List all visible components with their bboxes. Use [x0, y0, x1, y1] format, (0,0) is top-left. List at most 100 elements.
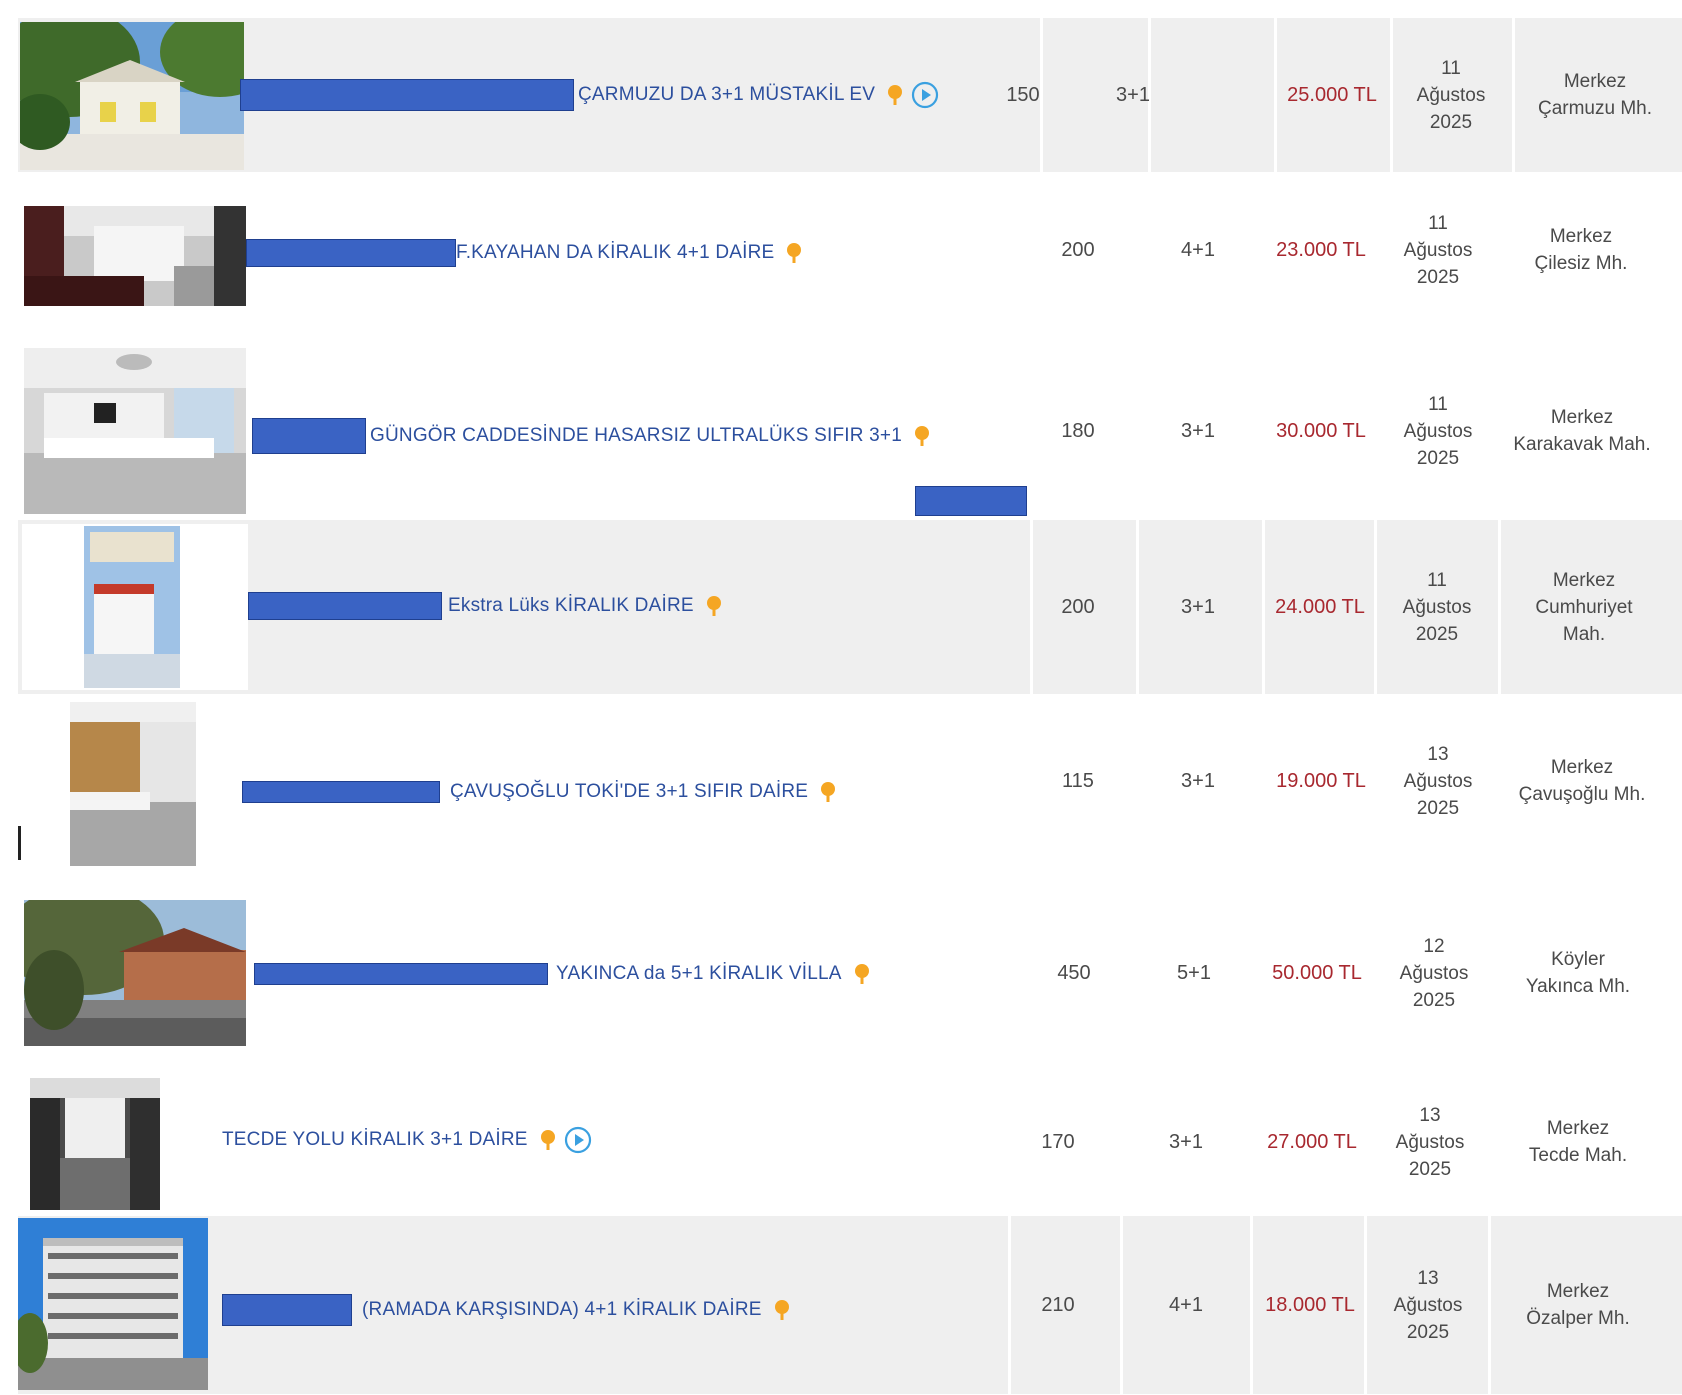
listing-price: 27.000 TL — [1267, 1130, 1357, 1153]
listing-row[interactable]: (RAMADA KARŞISINDA) 4+1 KİRALIK DAİRE 21… — [18, 1216, 1682, 1394]
date-month: Ağustos — [1393, 1294, 1463, 1316]
listing-m2: 200 — [1061, 238, 1095, 261]
location-neighborhood: Özalper Mh. — [1526, 1308, 1630, 1329]
listing-thumbnail[interactable] — [22, 524, 248, 690]
date-month: Ağustos — [1402, 596, 1472, 618]
listing-date: 11 Ağustos 2025 — [1390, 18, 1512, 172]
date-day: 12 — [1423, 935, 1445, 957]
listing-row[interactable]: ÇARMUZU DA 3+1 MÜSTAKİL EV 150 3+1 25.00… — [18, 18, 1682, 172]
video-play-icon[interactable] — [564, 1126, 592, 1154]
listing-row[interactable]: GÜNGÖR CADDESİNDE HASARSIZ ULTRALÜKS SIF… — [18, 346, 1682, 516]
listing-m2: 210 — [1041, 1293, 1075, 1316]
location-district: Merkez — [1546, 1281, 1610, 1302]
listing-rooms: 3+1 — [1169, 1130, 1203, 1153]
listing-title[interactable]: F.KAYAHAN DA KİRALIK 4+1 DAİRE — [456, 242, 775, 263]
location-district: Merkez — [1546, 1118, 1610, 1139]
date-year: 2025 — [1415, 623, 1459, 645]
listing-price: 23.000 TL — [1276, 238, 1366, 261]
date-month: Ağustos — [1416, 84, 1486, 106]
listing-price: 50.000 TL — [1272, 961, 1362, 984]
pin-icon — [914, 425, 930, 447]
redacted-block — [254, 963, 548, 985]
location-neighborhood: Cumhuriyet Mah. — [1535, 596, 1633, 645]
listing-thumbnail[interactable] — [30, 1078, 160, 1210]
pin-icon — [774, 1299, 790, 1321]
listing-rooms: 3+1 — [1181, 419, 1215, 442]
listing-row[interactable]: ÇAVUŞOĞLU TOKİ'DE 3+1 SIFIR DAİRE 115 3+… — [18, 696, 1682, 866]
listing-m2: 115 — [1062, 769, 1094, 792]
pin-icon — [706, 595, 722, 617]
listing-title[interactable]: YAKINCA da 5+1 KİRALIK VİLLA — [556, 963, 842, 984]
redacted-block — [252, 418, 366, 454]
listing-date: 13 Ağustos 2025 — [1380, 1072, 1480, 1212]
listing-row[interactable]: Ekstra Lüks KİRALIK DAİRE 200 3+1 24.000… — [18, 520, 1682, 694]
location-district: Merkez — [1550, 407, 1614, 428]
listing-m2: 170 — [1041, 1130, 1075, 1153]
listing-date: 11 Ağustos 2025 — [1388, 190, 1488, 310]
date-month: Ağustos — [1403, 239, 1473, 261]
date-year: 2025 — [1412, 989, 1456, 1011]
listing-title[interactable]: (RAMADA KARŞISINDA) 4+1 KİRALIK DAİRE — [362, 1299, 762, 1320]
listing-thumbnail[interactable] — [24, 206, 246, 306]
date-day: 13 — [1427, 743, 1449, 765]
listing-thumbnail[interactable] — [18, 1218, 208, 1390]
redacted-block — [246, 239, 456, 267]
location-neighborhood: Tecde Mah. — [1528, 1145, 1628, 1166]
date-day: 13 — [1419, 1104, 1441, 1126]
listing-location: Merkez Çavuşoğlu Mh. — [1496, 696, 1668, 866]
listing-row[interactable]: TECDE YOLU KİRALIK 3+1 DAİRE 170 3+1 27.… — [18, 1072, 1682, 1212]
date-year: 2025 — [1429, 111, 1473, 133]
listing-thumbnail[interactable] — [24, 348, 246, 514]
listing-thumbnail[interactable] — [70, 702, 196, 866]
listing-m2: 200 — [1061, 595, 1095, 618]
date-day: 11 — [1441, 57, 1461, 79]
location-district: Merkez — [1563, 71, 1627, 92]
date-year: 2025 — [1416, 797, 1460, 819]
listing-location: Köyler Yakınca Mh. — [1492, 898, 1664, 1048]
listing-price: 24.000 TL — [1275, 595, 1365, 618]
location-neighborhood: Çavuşoğlu Mh. — [1518, 784, 1646, 805]
location-neighborhood: Karakavak Mah. — [1513, 434, 1651, 455]
listing-date: 13 Ağustos 2025 — [1388, 696, 1488, 866]
listing-date: 12 Ağustos 2025 — [1384, 898, 1484, 1048]
listing-rooms: 4+1 — [1181, 238, 1215, 261]
video-play-icon[interactable] — [911, 81, 939, 109]
listing-date: 11 Ağustos 2025 — [1376, 520, 1498, 694]
redacted-block — [222, 1294, 352, 1326]
location-district: Merkez — [1549, 226, 1613, 247]
listing-row[interactable]: F.KAYAHAN DA KİRALIK 4+1 DAİRE 200 4+1 2… — [18, 190, 1682, 310]
date-day: 11 — [1428, 212, 1448, 234]
location-neighborhood: Yakınca Mh. — [1525, 976, 1631, 997]
listing-thumbnail[interactable] — [20, 22, 244, 170]
listing-price: 25.000 TL — [1287, 83, 1377, 106]
listing-rooms: 4+1 — [1169, 1293, 1203, 1316]
date-day: 13 — [1417, 1267, 1439, 1289]
listing-row[interactable]: YAKINCA da 5+1 KİRALIK VİLLA 450 5+1 50.… — [18, 898, 1682, 1048]
listing-thumbnail[interactable] — [24, 900, 246, 1046]
pin-icon — [786, 242, 802, 264]
date-year: 2025 — [1408, 1158, 1452, 1180]
listing-m2: 450 — [1057, 961, 1091, 984]
date-month: Ağustos — [1395, 1131, 1465, 1153]
listing-title[interactable]: GÜNGÖR CADDESİNDE HASARSIZ ULTRALÜKS SIF… — [370, 425, 902, 446]
redacted-block — [240, 79, 574, 111]
listing-location: Merkez Çarmuzu Mh. — [1512, 18, 1678, 172]
listing-title[interactable]: ÇARMUZU DA 3+1 MÜSTAKİL EV — [578, 84, 876, 105]
listing-location: Merkez Cumhuriyet Mah. — [1514, 520, 1654, 694]
listing-price: 19.000 TL — [1276, 769, 1366, 792]
listing-rooms: 3+1 — [1181, 595, 1215, 618]
listing-m2: 150 — [1006, 83, 1040, 106]
date-year: 2025 — [1406, 1321, 1450, 1343]
location-neighborhood: Çarmuzu Mh. — [1537, 98, 1653, 119]
listing-date: 11 Ağustos 2025 — [1388, 346, 1488, 516]
listing-title[interactable]: ÇAVUŞOĞLU TOKİ'DE 3+1 SIFIR DAİRE — [450, 781, 809, 802]
listing-rooms: 5+1 — [1177, 961, 1211, 984]
pin-icon — [887, 84, 903, 106]
listing-title[interactable]: TECDE YOLU KİRALIK 3+1 DAİRE — [222, 1129, 528, 1150]
listing-title[interactable]: Ekstra Lüks KİRALIK DAİRE — [448, 595, 694, 616]
listing-location: Merkez Tecde Mah. — [1494, 1072, 1662, 1212]
location-district: Merkez — [1550, 757, 1614, 778]
listing-m2: 180 — [1061, 419, 1095, 442]
pin-icon — [854, 963, 870, 985]
row-marker — [18, 826, 21, 860]
